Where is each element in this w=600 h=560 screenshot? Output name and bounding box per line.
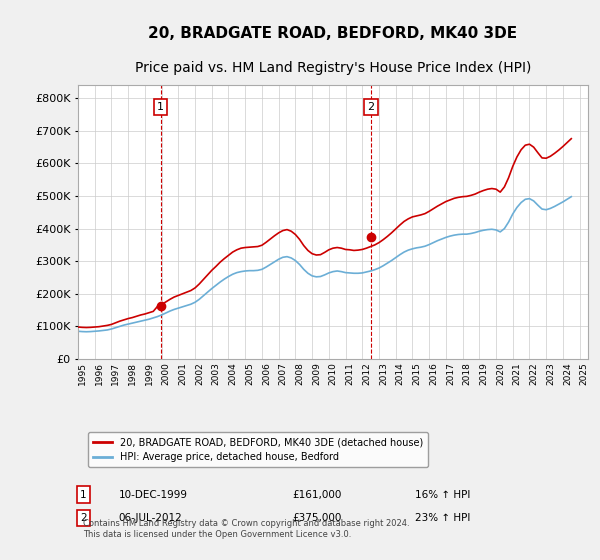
Text: 1996: 1996 [95,362,104,385]
Text: 2: 2 [80,513,86,522]
Text: 2000: 2000 [161,362,170,385]
Text: 2016: 2016 [429,362,438,385]
Text: 1995: 1995 [78,362,87,385]
Text: 1999: 1999 [145,362,154,385]
Text: 2024: 2024 [563,362,572,385]
Text: 2019: 2019 [479,362,488,385]
Text: £375,000: £375,000 [292,513,341,522]
Text: 2011: 2011 [346,362,355,385]
Text: 2001: 2001 [178,362,187,385]
Text: Contains HM Land Registry data © Crown copyright and database right 2024.
This d: Contains HM Land Registry data © Crown c… [83,519,410,539]
Text: Price paid vs. HM Land Registry's House Price Index (HPI): Price paid vs. HM Land Registry's House … [135,61,531,75]
Text: 2020: 2020 [496,362,505,385]
Text: 2002: 2002 [195,362,204,385]
Text: 20, BRADGATE ROAD, BEDFORD, MK40 3DE: 20, BRADGATE ROAD, BEDFORD, MK40 3DE [148,26,518,41]
Text: 2012: 2012 [362,362,371,385]
Text: 1998: 1998 [128,362,137,385]
Text: 2005: 2005 [245,362,254,385]
Text: 2003: 2003 [212,362,221,385]
Text: 2007: 2007 [278,362,287,385]
Text: 23% ↑ HPI: 23% ↑ HPI [415,513,470,522]
Text: 2013: 2013 [379,362,388,385]
Text: 1997: 1997 [112,362,121,385]
Text: 2017: 2017 [446,362,455,385]
Text: 2008: 2008 [295,362,304,385]
Legend: 20, BRADGATE ROAD, BEDFORD, MK40 3DE (detached house), HPI: Average price, detac: 20, BRADGATE ROAD, BEDFORD, MK40 3DE (de… [88,432,428,467]
Text: 2025: 2025 [580,362,589,385]
Text: 2004: 2004 [229,362,238,385]
Text: 1: 1 [157,102,164,112]
Text: 16% ↑ HPI: 16% ↑ HPI [415,489,470,500]
Text: 2022: 2022 [529,362,538,385]
Text: 2010: 2010 [329,362,338,385]
Text: 2015: 2015 [412,362,421,385]
Text: 2018: 2018 [463,362,472,385]
Text: 2006: 2006 [262,362,271,385]
Text: 2014: 2014 [396,362,405,385]
Text: 2009: 2009 [312,362,321,385]
Text: £161,000: £161,000 [292,489,341,500]
Text: 2: 2 [367,102,374,112]
Text: 06-JUL-2012: 06-JUL-2012 [119,513,182,522]
Text: 2023: 2023 [546,362,555,385]
Text: 1: 1 [80,489,86,500]
Text: 2021: 2021 [513,362,522,385]
Text: 10-DEC-1999: 10-DEC-1999 [119,489,188,500]
